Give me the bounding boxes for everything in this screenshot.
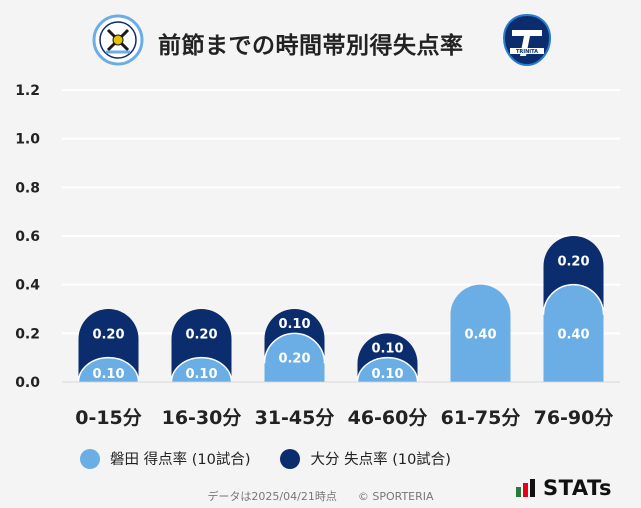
legend-item-trinita: 大分 失点率 (10試合) (280, 448, 451, 469)
data-label-jubilo: 0.10 (371, 367, 403, 382)
data-label-jubilo: 0.40 (557, 327, 589, 342)
y-tick-label: 1.0 (15, 132, 40, 148)
x-tick-label: 0-15分 (75, 407, 142, 429)
trinita-crest-icon: TRINITA (502, 13, 552, 67)
y-tick-label: 0.2 (15, 326, 40, 342)
y-tick-label: 1.2 (15, 83, 40, 99)
stats-brand-text: STATs (543, 476, 612, 500)
footer-credit: © SPORTERIA (357, 490, 434, 503)
bar-jubilo (450, 284, 511, 382)
y-tick-label: 0.8 (15, 180, 40, 196)
legend-swatch-jubilo (80, 448, 100, 469)
legend-swatch-trinita (280, 448, 301, 469)
bar-divider (542, 284, 605, 315)
stats-brand: STATs (516, 476, 612, 500)
bar-divider (170, 356, 233, 383)
jubilo-crest-icon (92, 14, 144, 66)
x-tick-label: 76-90分 (534, 407, 614, 429)
data-label-trinita: 0.10 (278, 317, 310, 332)
data-label-jubilo: 0.40 (464, 327, 496, 342)
stats-logo-icon (516, 479, 537, 497)
team-logo-left (92, 14, 144, 70)
y-tick-label: 0.0 (15, 375, 40, 391)
legend-label-jubilo: 磐田 得点率 (10試合) (110, 452, 251, 468)
x-tick-label: 16-30分 (162, 407, 242, 429)
bar-jubilo (78, 357, 139, 382)
data-label-trinita: 0.20 (185, 327, 217, 342)
legend: 磐田 得点率 (10試合) 大分 失点率 (10試合) (80, 448, 481, 469)
x-tick-label: 61-75分 (441, 407, 521, 429)
x-tick-label: 31-45分 (255, 407, 335, 429)
y-tick-label: 0.4 (15, 278, 40, 294)
footer: データは2025/04/21時点 © SPORTERIA (0, 488, 641, 504)
chart-title: 前節までの時間帯別得失点率 (158, 33, 464, 59)
data-label-trinita: 0.20 (557, 254, 589, 269)
team-logo-right: TRINITA (500, 12, 554, 72)
data-label-jubilo: 0.10 (185, 367, 217, 382)
trinita-logo-text: TRINITA (516, 49, 538, 55)
bar-jubilo (171, 357, 232, 382)
legend-item-jubilo: 磐田 得点率 (10試合) (80, 448, 250, 469)
bar-jubilo (357, 357, 418, 382)
bar-divider (77, 356, 140, 383)
data-label-trinita: 0.20 (92, 327, 124, 342)
data-label-jubilo: 0.10 (92, 367, 124, 382)
y-tick-label: 0.6 (15, 229, 40, 245)
x-tick-label: 46-60分 (348, 407, 428, 429)
data-label-jubilo: 0.20 (278, 352, 310, 367)
data-label-trinita: 0.10 (371, 342, 403, 357)
footer-note: データは2025/04/21時点 (207, 490, 337, 503)
bar-jubilo (264, 333, 325, 382)
bar-divider (356, 356, 419, 383)
bar-jubilo (543, 284, 604, 382)
bar-divider (263, 332, 326, 364)
legend-label-trinita: 大分 失点率 (10試合) (310, 452, 451, 468)
